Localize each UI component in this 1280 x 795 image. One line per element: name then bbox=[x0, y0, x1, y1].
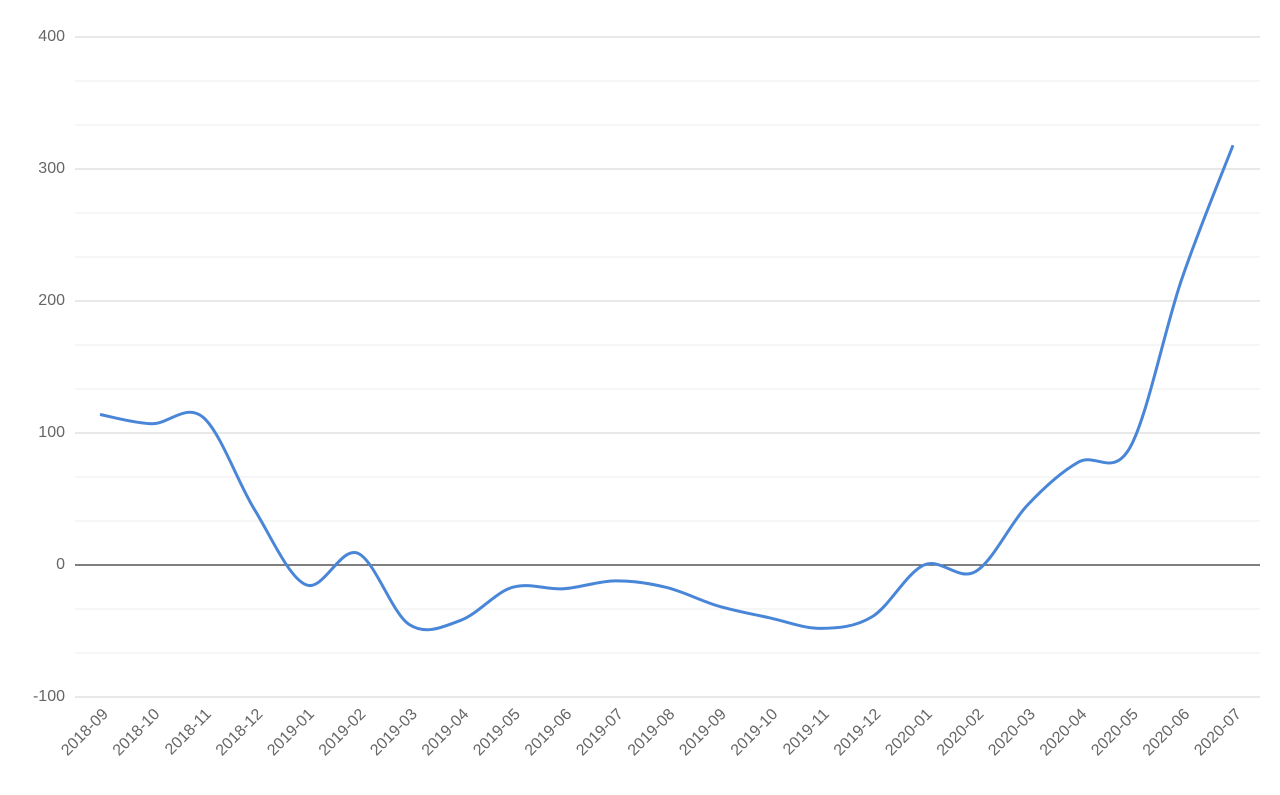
data-line bbox=[99, 144, 1235, 632]
x-tick-label: 2020-05 bbox=[1088, 706, 1142, 760]
y-tick-label: 300 bbox=[38, 160, 65, 177]
x-tick-label: 2018-10 bbox=[110, 706, 164, 760]
x-tick-label: 2019-11 bbox=[780, 706, 833, 759]
x-tick-label: 2019-01 bbox=[264, 706, 318, 760]
x-tick-label: 2019-04 bbox=[419, 706, 473, 760]
x-tick-label: 2018-09 bbox=[58, 706, 112, 760]
x-tick-label: 2019-09 bbox=[676, 706, 730, 760]
x-tick-label: 2019-03 bbox=[367, 706, 421, 760]
x-tick-label: 2020-06 bbox=[1140, 706, 1194, 760]
x-tick-label: 2019-02 bbox=[316, 706, 370, 760]
x-tick-label: 2020-07 bbox=[1191, 706, 1245, 760]
x-tick-label: 2018-12 bbox=[213, 706, 267, 760]
x-tick-label: 2019-08 bbox=[625, 706, 679, 760]
y-tick-label: 100 bbox=[38, 424, 65, 441]
x-tick-label: 2020-03 bbox=[985, 706, 1039, 760]
x-tick-label: 2019-05 bbox=[470, 706, 524, 760]
x-tick-label: 2020-01 bbox=[882, 706, 936, 760]
y-tick-label: -100 bbox=[33, 688, 65, 705]
x-tick-label: 2020-02 bbox=[934, 706, 988, 760]
x-tick-label: 2019-07 bbox=[573, 706, 627, 760]
y-tick-label: 0 bbox=[56, 556, 65, 573]
x-tick-label: 2019-12 bbox=[831, 706, 885, 760]
x-tick-label: 2019-10 bbox=[728, 706, 782, 760]
x-tick-label: 2020-04 bbox=[1037, 706, 1091, 760]
x-tick-label: 2019-06 bbox=[522, 706, 576, 760]
y-tick-label: 200 bbox=[38, 292, 65, 309]
x-tick-label: 2018-11 bbox=[162, 706, 215, 759]
y-tick-label: 400 bbox=[38, 28, 65, 45]
